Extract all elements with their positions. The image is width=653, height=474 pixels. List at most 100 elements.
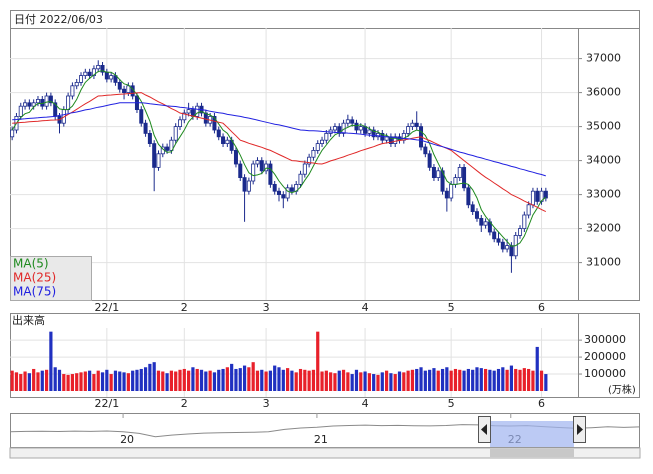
volume-bar [109,374,113,391]
volume-bar [53,367,57,391]
volume-bar [70,374,75,391]
x-tick-label: 5 [448,397,455,410]
volume-bar [333,373,337,391]
candle-body [457,166,462,178]
ma-line [11,70,547,247]
navigator-label: 20 [120,433,134,446]
candle-body [444,190,449,199]
candle-body [285,187,290,199]
volume-bar [221,368,225,391]
volume-bar [118,371,122,391]
candle-body [182,112,187,121]
navigator-label: 21 [314,433,328,446]
volume-bar [225,367,229,391]
candle-body [358,126,363,131]
volume-bar [363,371,367,391]
legend-label: MA(25) [13,271,56,285]
candle-body [354,122,359,131]
legend: MA(5)MA(25)MA(75) [10,256,92,301]
volume-bar [92,374,96,391]
volume-bar [143,367,148,391]
volume-bar [376,374,380,391]
candle-body [104,71,109,80]
volume-bar [372,374,376,391]
candle-body [238,163,243,178]
volume-bar [199,369,204,391]
volume-bar [466,368,470,391]
scrollbar-thumb[interactable] [490,449,574,457]
candle-body [221,136,226,145]
volume-bar [83,371,87,391]
volume-bar [19,374,23,391]
candle-body [406,126,411,134]
candle-body [251,163,256,182]
candle-body [79,75,84,83]
volume-bar [367,373,371,391]
volume-bar [501,367,505,391]
candle-body [143,122,148,134]
volume-bar [324,370,328,391]
candle-body [10,129,15,138]
y-tick-label: 300000 [584,333,626,346]
volume-bar [337,370,341,391]
candle-body [156,153,161,168]
volume-plot: 100000 200000 300000 22/1 2 3 4 5 6 [10,328,626,410]
chart-title: 日付 2022/06/03 [14,13,103,26]
volume-bar [273,365,277,391]
volume-bar [350,374,354,391]
candle-body [535,190,540,202]
y-tick-label: 37000 [586,52,621,65]
volume-bar [23,371,27,391]
volume-bar [311,369,316,391]
candle-body [526,204,531,216]
volume-panel [10,313,640,398]
scrollbar[interactable] [9,447,641,459]
volume-bar [178,369,182,391]
volume-bar [479,368,483,391]
candle-body [27,102,32,107]
volume-bar [208,370,212,391]
candle-body [509,245,514,257]
volume-bar [135,369,139,391]
candle-body [74,82,79,87]
x-tick-label: 5 [448,301,455,314]
volume-bar [389,373,393,391]
volume-bar [402,372,406,391]
candle-body [18,105,23,117]
candle-body [332,126,337,131]
legend-box [10,256,92,301]
volume-bar [535,346,539,391]
candle-body [246,180,251,192]
candle-body [48,95,53,104]
volume-bar [290,370,294,391]
candle-body [83,71,88,76]
candle-body [281,194,286,199]
candle-body [178,119,183,128]
candle-body [212,116,217,131]
x-tick-label: 6 [538,397,545,410]
volume-bar [247,367,251,391]
candle-body [173,126,178,141]
candle-body [496,238,501,243]
candle-body [367,129,372,134]
candle-body [530,190,535,206]
volume-bar [44,369,49,391]
candle-body [337,126,342,134]
volume-unit: (万株) [608,383,636,396]
candle-body [289,187,294,192]
candle-body [147,132,152,144]
candle-body [410,122,415,127]
volume-bar [406,370,410,391]
candle-body [375,132,380,138]
candle-body [350,119,355,124]
volume-bar [483,368,488,391]
navigator-selection[interactable] [490,421,574,447]
candle-body [44,95,49,107]
candle-body [500,241,505,250]
candle-body [195,105,200,117]
candle-body [302,163,307,175]
volume-bar [10,370,14,391]
volume-bar [341,369,346,391]
volume-bar [303,369,307,391]
